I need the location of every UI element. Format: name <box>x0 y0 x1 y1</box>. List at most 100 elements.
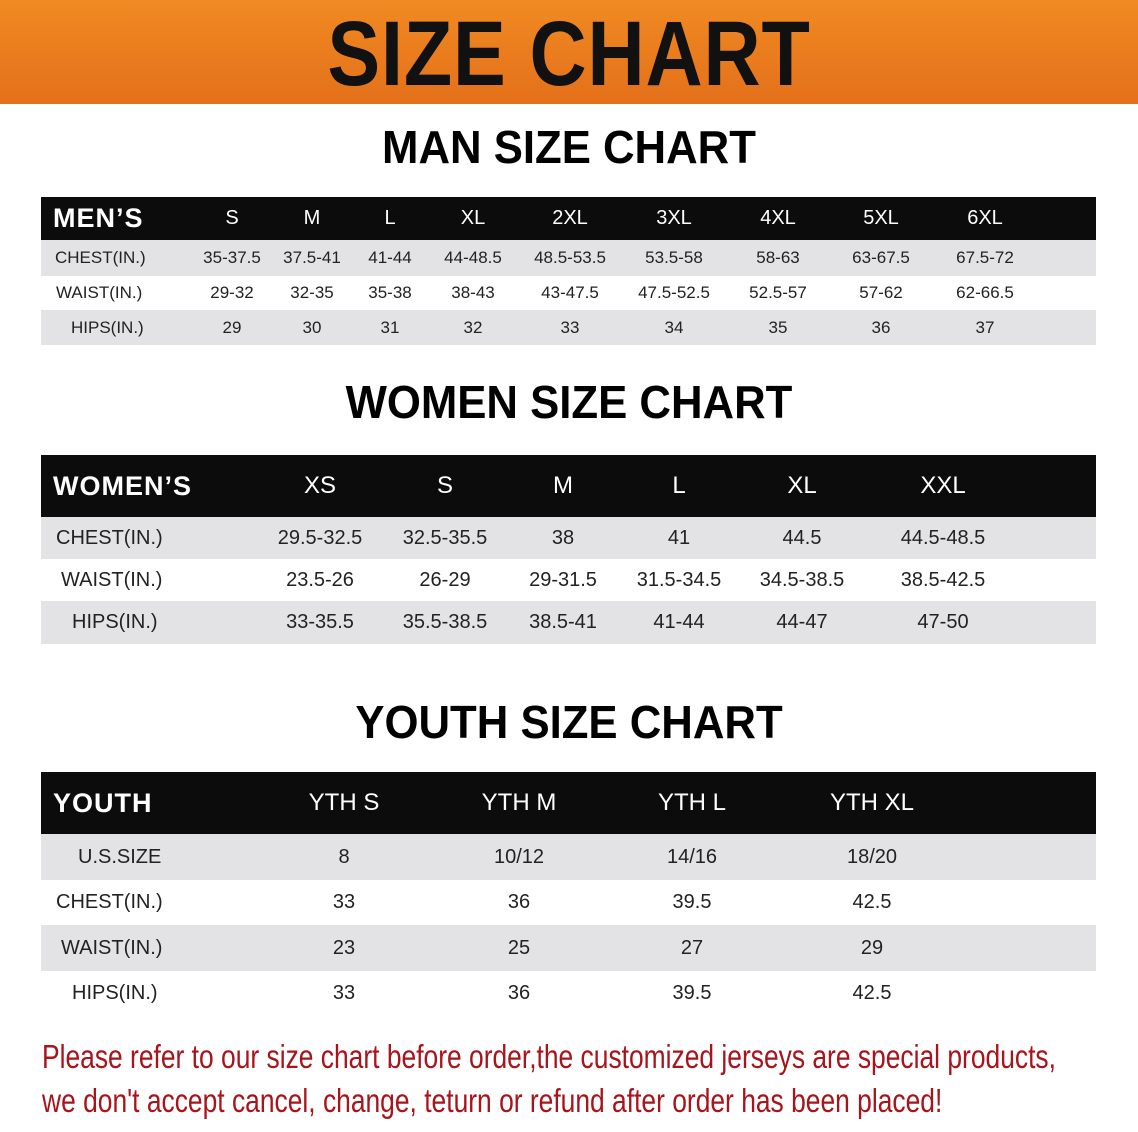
table-cell: 38 <box>551 526 575 549</box>
table-row: U.S.SIZE 8 10/12 14/16 18/20 <box>41 834 1096 880</box>
table-cell: 39.5 <box>672 891 712 913</box>
youth-section-title: YOUTH SIZE CHART <box>355 696 783 748</box>
row-label: CHEST(IN.) <box>56 526 163 549</box>
table-cell: 43-47.5 <box>541 283 599 302</box>
row-label: WAIST(IN.) <box>61 568 163 591</box>
table-row: HIPS(IN.) 29 30 31 32 33 34 35 36 37 <box>41 310 1096 345</box>
men-section-title: MAN SIZE CHART <box>382 121 756 173</box>
table-cell: 31 <box>380 317 400 337</box>
table-cell: 53.5-58 <box>645 248 703 267</box>
note-line-1: Please refer to our size chart before or… <box>42 1038 1056 1075</box>
table-cell: 39.5 <box>672 982 712 1004</box>
row-label: U.S.SIZE <box>78 845 162 868</box>
size-header: XL <box>787 472 817 499</box>
row-label: CHEST(IN.) <box>56 891 163 913</box>
table-cell: 31.5-34.5 <box>636 568 722 591</box>
table-cell: 34.5-38.5 <box>759 568 845 591</box>
banner: SIZE CHART <box>0 0 1138 105</box>
women-size-table: WOMEN’S XS S M L XL XXL CHEST(IN.) 29.5-32.5 32.5… <box>41 455 1096 644</box>
table-cell: 35-38 <box>368 283 412 302</box>
table-cell: 27 <box>680 936 704 959</box>
table-cell: 41 <box>667 526 691 549</box>
size-header: S <box>225 207 239 229</box>
table-cell: 29 <box>860 936 884 959</box>
row-label: HIPS(IN.) <box>72 611 158 633</box>
table-cell: 29.5-32.5 <box>277 526 363 549</box>
size-header: XS <box>303 472 337 499</box>
size-header: 5XL <box>863 207 899 229</box>
table-cell: 44-47 <box>776 611 828 633</box>
table-cell: 35.5-38.5 <box>402 611 488 633</box>
table-cell: 33 <box>332 982 356 1004</box>
table-cell: 44.5-48.5 <box>900 526 986 549</box>
table-cell: 23 <box>332 936 356 959</box>
size-header: L <box>384 207 396 229</box>
table-cell: 30 <box>302 317 322 337</box>
table-cell: 32.5-35.5 <box>402 526 488 549</box>
table-cell: 34 <box>664 317 684 337</box>
size-header: 6XL <box>967 207 1003 229</box>
size-header: M <box>553 472 573 499</box>
table-cell: 48.5-53.5 <box>534 248 606 267</box>
size-header: XL <box>460 207 486 229</box>
table-cell: 29 <box>222 317 242 337</box>
table-cell: 26-29 <box>419 568 471 591</box>
row-label: CHEST(IN.) <box>55 248 146 267</box>
size-header: 2XL <box>552 207 588 229</box>
header-label: YOUTH <box>53 787 153 818</box>
table-cell: 37.5-41 <box>283 248 341 267</box>
size-header: 3XL <box>656 207 692 229</box>
size-header: M <box>303 207 321 229</box>
table-cell: 37 <box>975 317 995 337</box>
table-cell: 47-50 <box>917 611 969 633</box>
table-row: WAIST(IN.) 23.5-26 26-29 29-31.5 31.5-34.5 34… <box>41 559 1096 601</box>
table-cell: 8 <box>338 845 350 868</box>
note-line-2: we don't accept cancel, change, teturn o… <box>42 1082 943 1119</box>
table-cell: 36 <box>871 317 891 337</box>
size-header: YTH XL <box>829 789 915 816</box>
table-cell: 33 <box>560 317 580 337</box>
size-header: YTH S <box>308 789 380 816</box>
table-cell: 41-44 <box>368 248 412 267</box>
table-cell: 42.5 <box>852 891 892 913</box>
table-header-row: YOUTH YTH S YTH M YTH L YTH XL <box>41 772 1096 834</box>
table-cell: 36 <box>507 982 531 1004</box>
table-cell: 32 <box>463 317 483 337</box>
row-label: HIPS(IN.) <box>71 317 144 337</box>
table-cell: 42.5 <box>852 982 892 1004</box>
size-header: S <box>436 472 454 499</box>
size-header: 4XL <box>760 207 796 229</box>
table-cell: 32-35 <box>290 283 334 302</box>
header-label: WOMEN’S <box>53 470 192 501</box>
table-cell: 44-48.5 <box>444 248 502 267</box>
table-cell: 38.5-42.5 <box>900 568 986 591</box>
size-header: L <box>672 472 686 499</box>
header-label: MEN’S <box>53 203 144 233</box>
table-cell: 25 <box>507 936 531 959</box>
table-row: CHEST(IN.) 35-37.5 37.5-41 41-44 44-48.5 48.5… <box>41 240 1096 276</box>
table-cell: 38.5-41 <box>529 611 597 633</box>
table-cell: 35 <box>768 317 788 337</box>
table-header-row: WOMEN’S XS S M L XL XXL <box>41 455 1096 517</box>
table-row: CHEST(IN.) 33 36 39.5 42.5 <box>41 880 1096 925</box>
table-row: HIPS(IN.) 33 36 39.5 42.5 <box>41 971 1096 1016</box>
table-cell: 33-35.5 <box>286 611 354 633</box>
table-cell: 47.5-52.5 <box>638 283 710 302</box>
table-header-row: MEN’S S M L XL 2XL 3XL 4XL 5XL 6XL <box>41 197 1096 240</box>
row-label: WAIST(IN.) <box>61 936 163 959</box>
table-row: WAIST(IN.) 29-32 32-35 35-38 38-43 43-47.5 47.… <box>41 276 1096 310</box>
table-cell: 36 <box>507 891 531 913</box>
table-cell: 57-62 <box>859 283 903 302</box>
table-row: HIPS(IN.) 33-35.5 35.5-38.5 38.5-41 41-44 44-… <box>41 601 1096 644</box>
table-cell: 23.5-26 <box>286 568 354 591</box>
table-cell: 35-37.5 <box>203 248 261 267</box>
table-cell: 14/16 <box>666 845 718 868</box>
youth-size-table: YOUTH YTH S YTH M YTH L YTH XL U.S.SIZE 8 10/12… <box>41 772 1096 1016</box>
size-header: YTH M <box>481 789 557 816</box>
banner-title: SIZE CHART <box>327 3 811 105</box>
table-cell: 29-32 <box>210 283 254 302</box>
women-section-title: WOMEN SIZE CHART <box>345 376 793 428</box>
table-row: CHEST(IN.) 29.5-32.5 32.5-35.5 38 41 44.5 44.5… <box>41 517 1096 559</box>
table-cell: 41-44 <box>653 611 705 633</box>
table-row: WAIST(IN.) 23 25 27 29 <box>41 925 1096 971</box>
